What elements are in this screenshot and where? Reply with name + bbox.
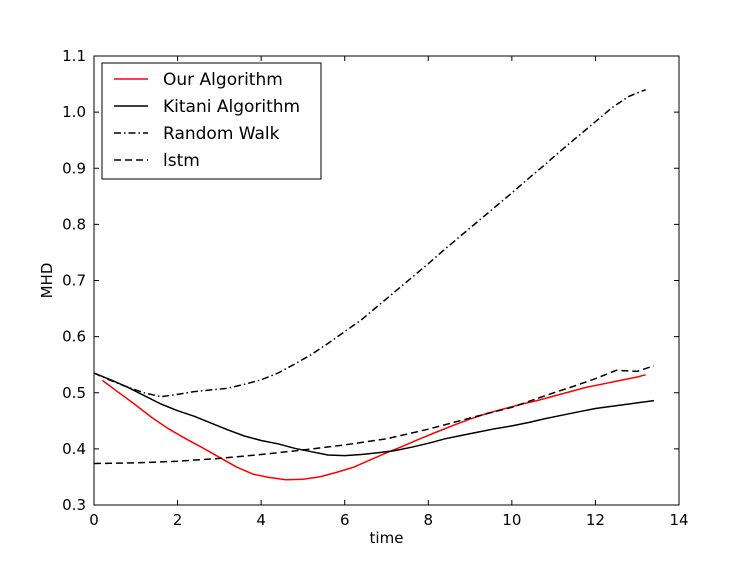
series-line-random-walk bbox=[94, 89, 646, 398]
x-tick-label: 14 bbox=[669, 511, 688, 529]
x-axis-label: time bbox=[370, 529, 404, 547]
legend-label-random-walk: Random Walk bbox=[163, 124, 280, 144]
y-tick-label: 0.9 bbox=[62, 159, 86, 177]
x-tick-label: 0 bbox=[89, 511, 99, 529]
series-line-our-algorithm bbox=[101, 374, 646, 481]
legend-label-kitani-algorithm: Kitani Algorithm bbox=[163, 97, 300, 117]
x-tick-label: 2 bbox=[173, 511, 183, 529]
x-tick-label: 4 bbox=[256, 511, 266, 529]
y-tick-label: 1.1 bbox=[62, 47, 86, 65]
x-tick-label: 6 bbox=[340, 511, 350, 529]
x-tick-label: 12 bbox=[586, 511, 605, 529]
y-axis-label: MHD bbox=[38, 263, 56, 299]
series-line-kitani-algorithm bbox=[94, 372, 654, 457]
y-tick-label: 0.4 bbox=[62, 440, 86, 458]
y-tick-label: 0.7 bbox=[62, 272, 86, 290]
y-tick-label: 0.6 bbox=[62, 328, 86, 346]
legend: Our Algorithm Kitani Algorithm Random Wa… bbox=[101, 62, 322, 180]
y-tick-label: 0.3 bbox=[62, 496, 86, 514]
x-tick-label: 8 bbox=[424, 511, 434, 529]
series-line-lstm bbox=[94, 365, 655, 465]
x-tick-label: 10 bbox=[502, 511, 521, 529]
legend-label-lstm: lstm bbox=[163, 151, 200, 171]
y-tick-label: 0.8 bbox=[62, 215, 86, 233]
legend-label-our-algorithm: Our Algorithm bbox=[163, 70, 283, 90]
y-tick-label: 0.5 bbox=[62, 384, 86, 402]
y-tick-label: 1.0 bbox=[62, 103, 86, 121]
